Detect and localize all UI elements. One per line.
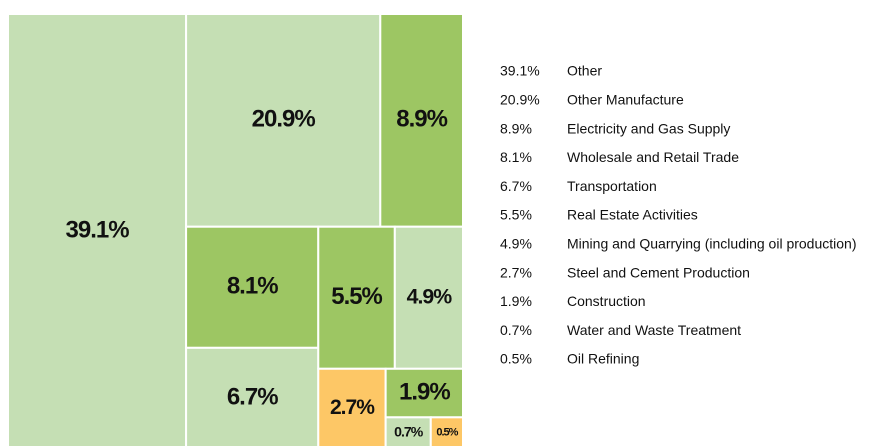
- legend-label: Transportation: [567, 178, 657, 194]
- box-label: 6.7%: [227, 383, 278, 410]
- treemap-box: [185, 346, 320, 446]
- treemap-box: [384, 416, 432, 446]
- box-label: 8.9%: [396, 106, 447, 133]
- legend-value: 8.9%: [500, 120, 532, 136]
- legend-value: 4.9%: [500, 236, 532, 252]
- legend-label: Other Manufacture: [567, 92, 684, 108]
- legend-value: 0.5%: [500, 351, 532, 367]
- legend-label: Construction: [567, 293, 646, 309]
- legend-label: Electricity and Gas Supply: [567, 120, 730, 136]
- legend-label: Oil Refining: [567, 351, 639, 367]
- box-label: 39.1%: [66, 216, 130, 243]
- treemap-box: [7, 13, 188, 446]
- treemap-box: [429, 416, 465, 446]
- legend-value: 20.9%: [500, 92, 540, 108]
- box-label: 4.9%: [407, 284, 453, 308]
- treemap-box: [185, 13, 382, 228]
- legend-value: 0.7%: [500, 322, 532, 338]
- treemap-box: [317, 367, 387, 446]
- legend-label: Other: [567, 63, 602, 79]
- box-label: 20.9%: [252, 106, 316, 133]
- legend-value: 1.9%: [500, 293, 532, 309]
- box-label: 8.1%: [227, 273, 278, 300]
- legend-label: Water and Waste Treatment: [567, 322, 741, 338]
- legend-value: 5.5%: [500, 207, 532, 223]
- legend-value: 8.1%: [500, 149, 532, 165]
- box-label: 5.5%: [331, 283, 382, 310]
- legend-label: Wholesale and Retail Trade: [567, 149, 739, 165]
- box-label: 0.7%: [394, 423, 424, 439]
- legend-value: 6.7%: [500, 178, 532, 194]
- legend-value: 39.1%: [500, 63, 540, 79]
- box-label: 0.5%: [436, 427, 458, 439]
- treemap-box: [393, 225, 465, 370]
- legend-value: 2.7%: [500, 264, 532, 280]
- treemap-box: [185, 225, 320, 349]
- box-label: 2.7%: [330, 396, 375, 419]
- legend-label: Steel and Cement Production: [567, 264, 750, 280]
- box-label: 1.9%: [399, 378, 450, 405]
- legend-label: Real Estate Activities: [567, 207, 698, 223]
- legend-label: Mining and Quarrying (including oil prod…: [567, 236, 857, 252]
